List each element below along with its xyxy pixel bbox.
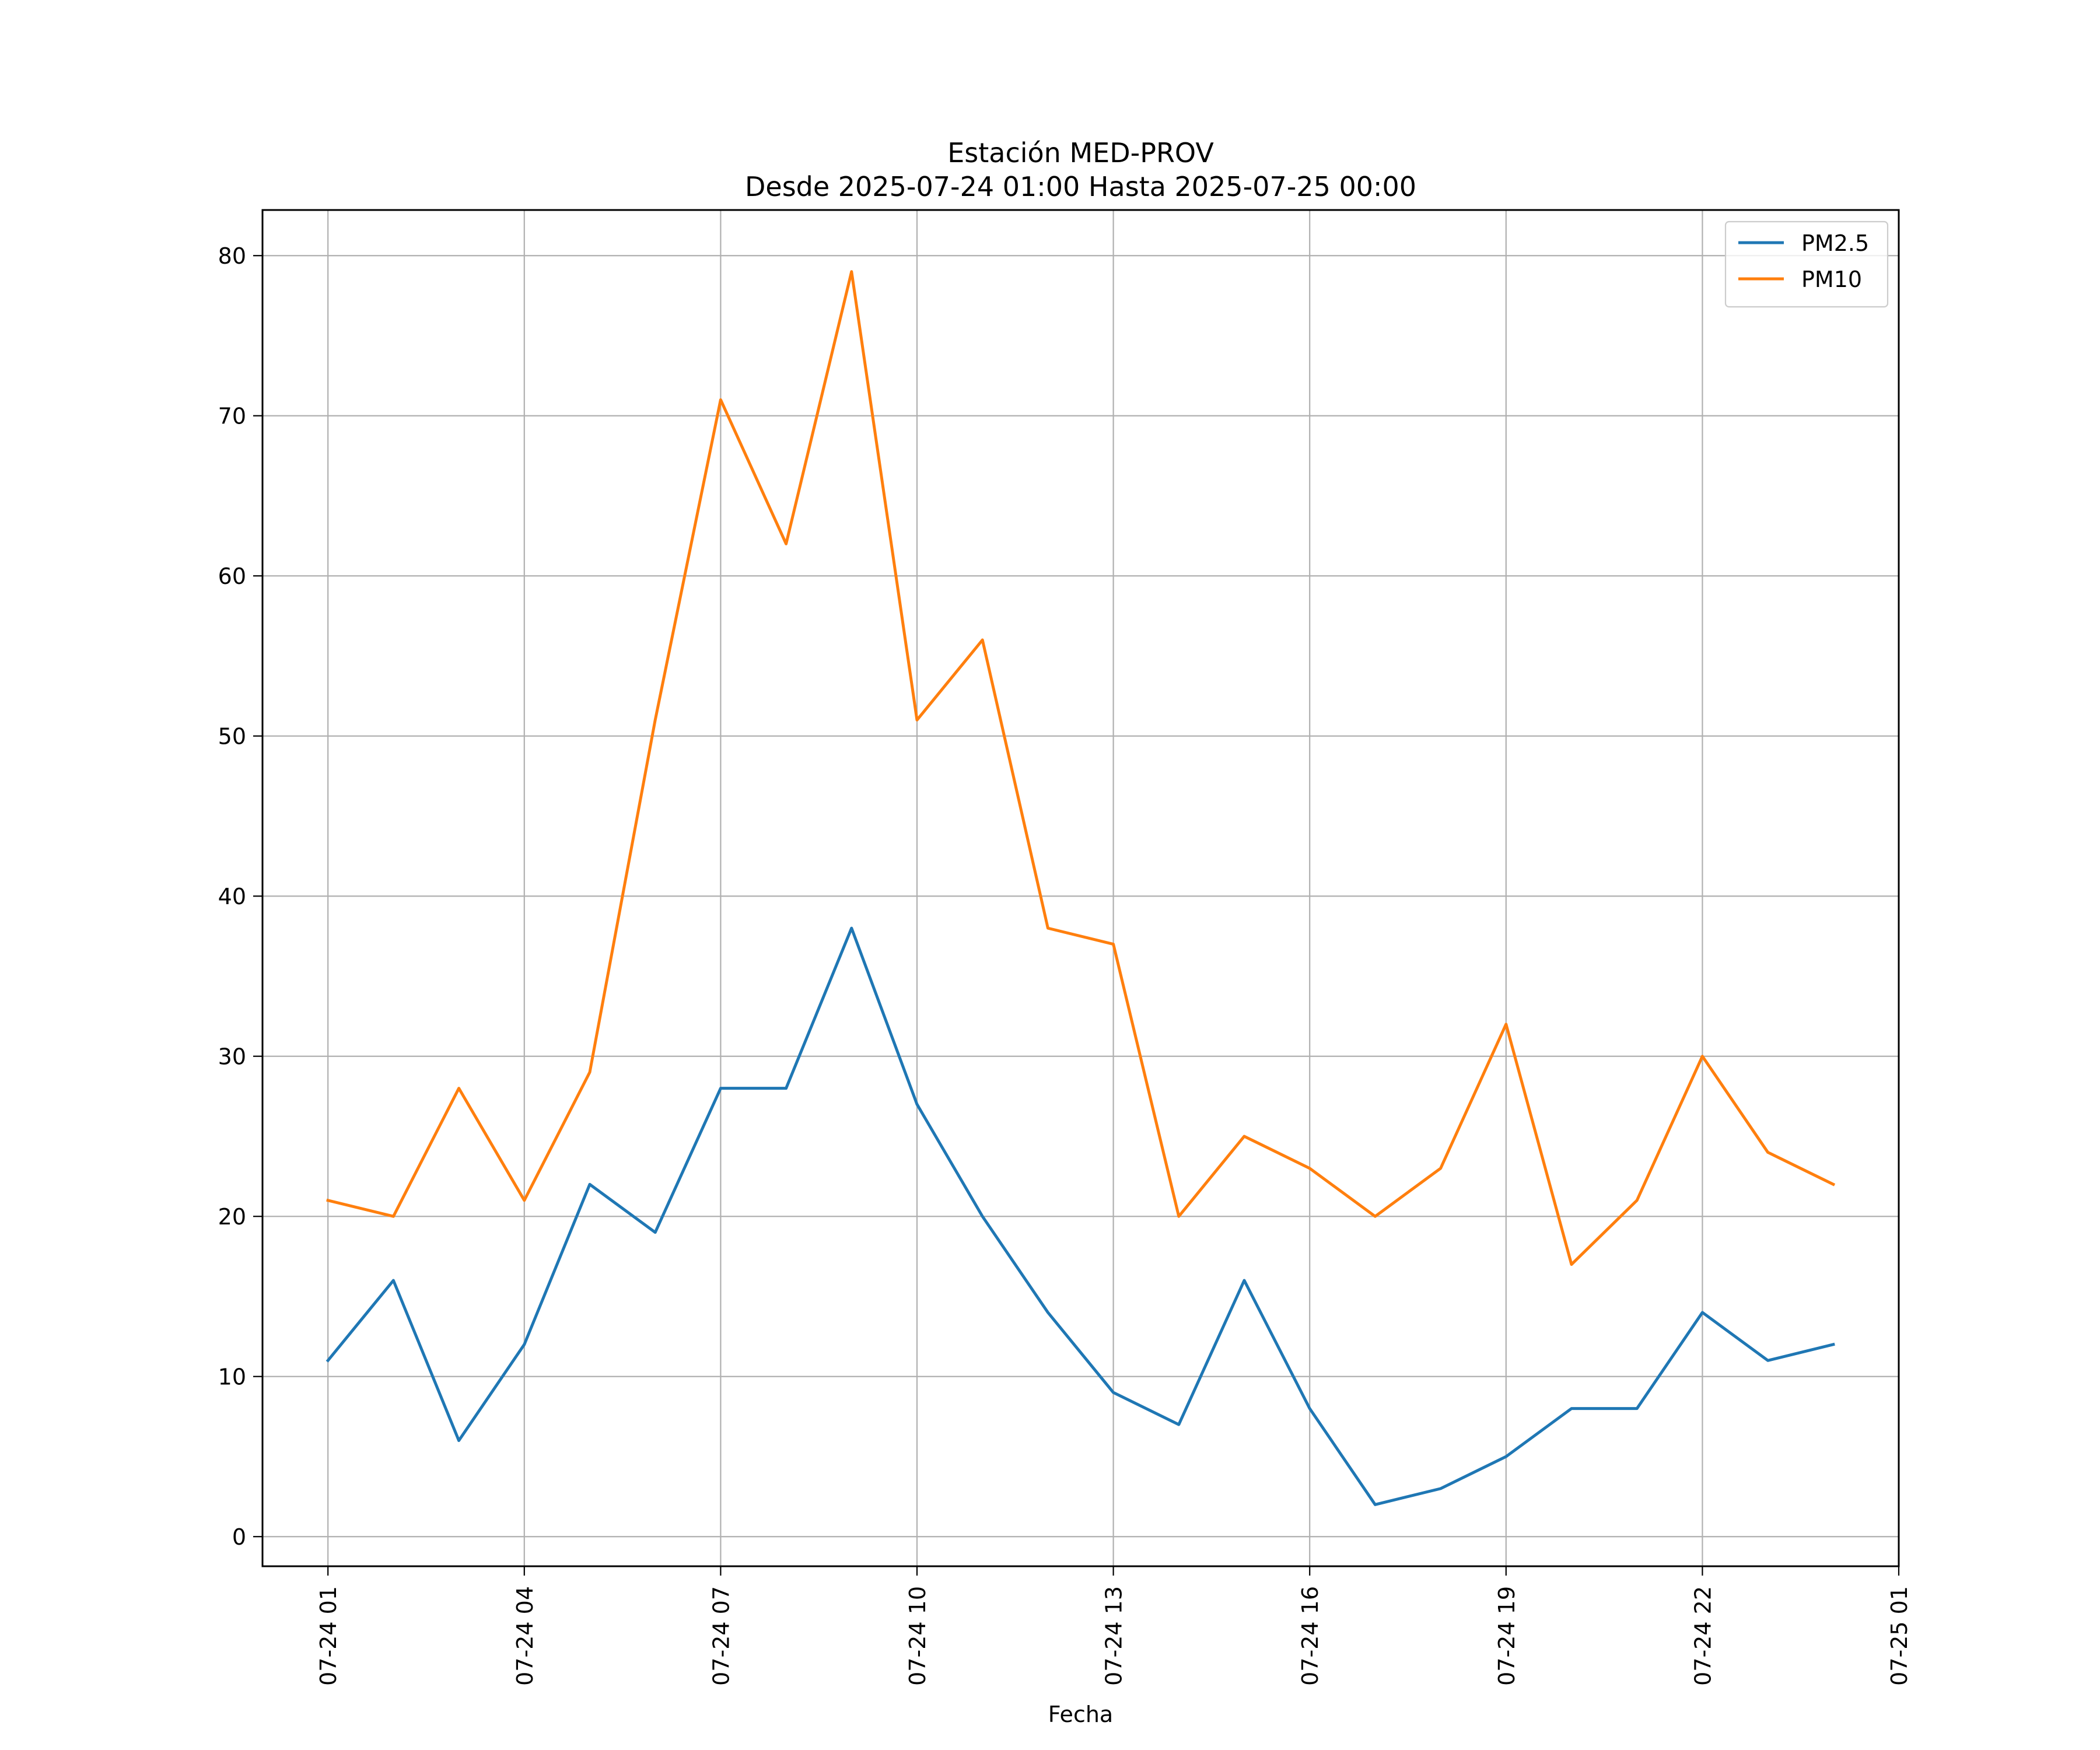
x-tick-label: 07-24 22 [1690,1586,1716,1686]
legend-label: PM10 [1801,267,1862,292]
x-tick-label: 07-24 07 [708,1586,734,1686]
y-tick-label: 30 [218,1044,246,1070]
chart-subtitle: Desde 2025-07-24 01:00 Hasta 2025-07-25 … [745,171,1416,202]
x-tick-label: 07-24 13 [1101,1586,1127,1686]
y-tick-label: 70 [218,404,246,429]
x-tick-label: 07-24 16 [1297,1586,1323,1686]
x-tick-label: 07-25 01 [1887,1586,1912,1686]
plot-frame [261,209,1900,1567]
y-tick-label: 60 [218,564,246,589]
chart-title: Estación MED-PROV [947,137,1214,169]
y-tick-label: 20 [218,1204,246,1230]
plot-lines [326,270,1836,1506]
x-tick-label: 07-24 01 [316,1586,341,1686]
x-tick-label: 07-24 10 [905,1586,930,1686]
x-tick-label: 07-24 04 [512,1586,538,1686]
y-tick-label: 0 [232,1524,246,1550]
legend-label: PM2.5 [1801,230,1869,256]
x-tick-label: 07-24 19 [1494,1586,1520,1686]
y-axis-ticks: 0 10 20 30 40 50 60 70 80 [218,243,262,1550]
legend: PM2.5 PM10 [1724,220,1889,308]
y-tick-label: 40 [218,884,246,909]
series-line-pm25 [326,926,1835,1506]
series-line-pm10 [326,270,1836,1266]
y-tick-label: 80 [218,243,246,269]
x-axis-label: Fecha [1048,1702,1113,1727]
x-axis-ticks: 07-24 01 07-24 04 07-24 07 07-24 10 07-24 13… [316,1566,1912,1686]
y-tick-label: 50 [218,724,246,750]
y-tick-label: 10 [218,1364,246,1390]
